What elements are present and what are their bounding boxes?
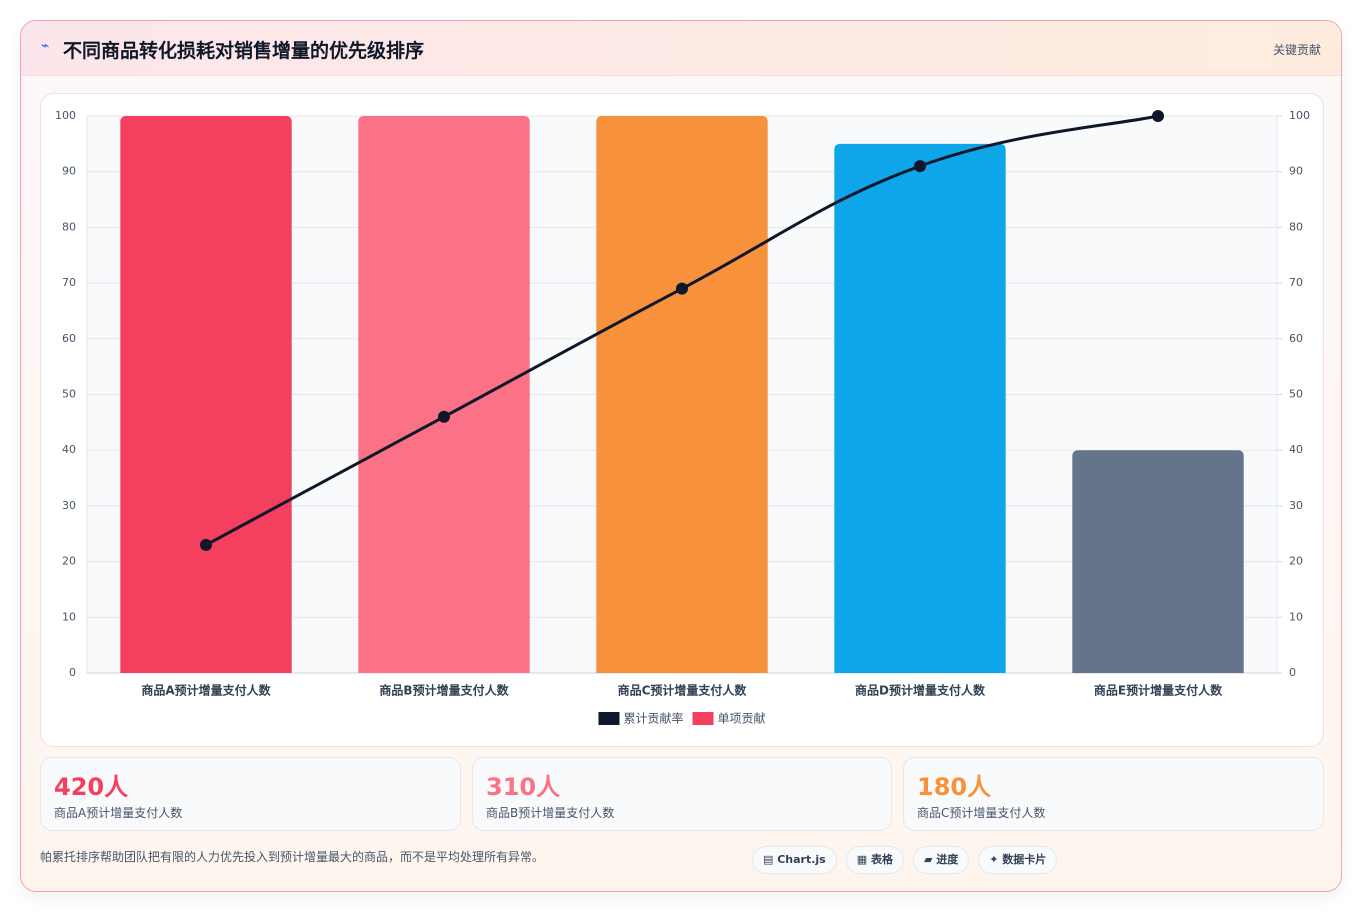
bar [1072,450,1244,673]
y2-tick-label: 80 [1289,220,1303,233]
point [438,410,450,423]
kpi-value: 180人 [917,773,992,801]
legend: 累计贡献率 单项贡献 [598,711,766,726]
bar [358,116,530,673]
kpi-card: 180人 商品C预计增量支付人数 [903,757,1324,831]
y-tick-label: 0 [69,666,76,679]
header: ⌁ 不同商品转化损耗对销售增量的优先级排序 关键贡献 [21,21,1341,76]
y2-tick-label: 70 [1289,276,1303,289]
chart-panel: 0 10 20 30 40 50 60 70 80 90 100 0 10 20 30 40 50 60 70 80 9… [40,93,1324,747]
x-tick-label: 商品C预计增量支付人数 [618,683,748,698]
y2-tick-label: 10 [1289,610,1303,623]
kpi-value: 420人 [54,773,129,801]
x-tick-label: 商品A预计增量支付人数 [141,683,271,698]
point [914,160,926,173]
kpi-label: 商品B预计增量支付人数 [486,806,615,820]
bar [596,116,768,673]
y-tick-label: 20 [62,555,76,568]
tag[interactable]: ▦ 表格 [845,846,904,874]
legend-label: 累计贡献率 [623,711,683,726]
bar [834,143,1006,674]
y-tick-label: 50 [62,388,76,401]
bar [120,116,292,673]
y-tick-label: 30 [62,499,76,512]
y-tick-label: 100 [55,109,76,122]
kpi-card: 420人 商品A预计增量支付人数 [40,757,461,831]
y-tick-label: 40 [62,443,76,456]
y2-tick-label: 90 [1289,165,1303,178]
tag[interactable]: ✦ 数据卡片 [978,846,1058,874]
x-tick-label: 商品D预计增量支付人数 [855,683,986,698]
kpi-label: 商品A预计增量支付人数 [54,806,183,820]
point [676,282,688,295]
card: ⌁ 不同商品转化损耗对销售增量的优先级排序 关键贡献 0 10 20 30 40 50 60… [20,20,1342,892]
y2-tick-label: 0 [1289,666,1296,679]
tag-list: ▤ Chart.js ▦ 表格 ▰ 进度 ✦ 数据卡片 [752,846,1058,874]
kpi-label: 商品C预计增量支付人数 [917,806,1046,820]
legend-swatch [692,712,714,725]
tag[interactable]: ▰ 进度 [912,846,970,874]
header-icon: ⌁ [41,38,50,54]
title: 不同商品转化损耗对销售增量的优先级排序 [63,40,425,62]
y2-tick-label: 40 [1289,443,1303,456]
footer-note: 帕累托排序帮助团队把有限的人力优先投入到预计增量最大的商品，而不是平均处理所有异… [40,850,545,864]
y-tick-label: 10 [62,610,76,623]
tag[interactable]: ▤ Chart.js [752,846,837,874]
y-tick-label: 60 [62,332,76,345]
chart: 0 10 20 30 40 50 60 70 80 90 100 0 10 20 30 40 50 60 70 80 9… [55,109,1310,726]
y-tick-label: 90 [62,165,76,178]
point [200,538,212,551]
badge: 关键贡献 [1272,43,1321,57]
y2-tick-label: 20 [1289,555,1303,568]
x-tick-label: 商品E预计增量支付人数 [1094,683,1223,698]
legend-swatch [598,712,620,725]
y2-tick-label: 50 [1289,388,1303,401]
y2-tick-label: 60 [1289,332,1303,345]
y2-tick-label: 100 [1289,109,1310,122]
y-tick-label: 80 [62,220,76,233]
kpi-value: 310人 [486,773,561,801]
legend-label: 单项贡献 [718,711,766,726]
kpi-card: 310人 商品B预计增量支付人数 [472,757,892,831]
y-tick-label: 70 [62,276,76,289]
y2-tick-label: 30 [1289,499,1303,512]
x-tick-label: 商品B预计增量支付人数 [379,683,509,698]
point [1152,110,1164,122]
